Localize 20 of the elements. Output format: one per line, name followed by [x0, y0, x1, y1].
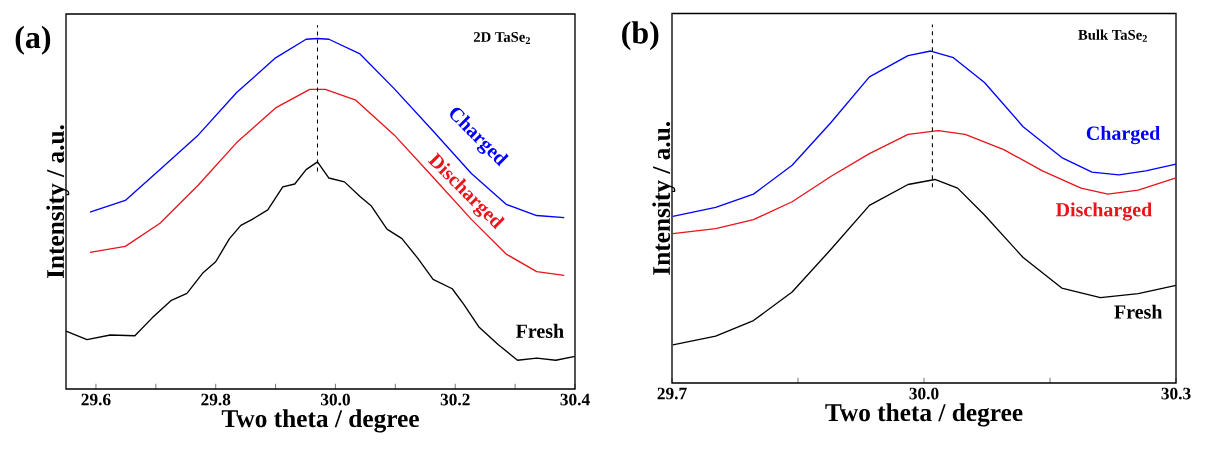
x-axis-title: Two theta / degree: [825, 403, 1023, 427]
annotation: 2D TaSe$_{2}$: [473, 32, 530, 44]
chart-title: (b): [622, 21, 659, 51]
x-tick-label: 29.7: [657, 387, 687, 400]
chart-title: (a): [15, 25, 51, 55]
x-tick-label: 29.6: [81, 393, 111, 406]
text: Bulk TaSe$_{2}$: [1078, 29, 1147, 42]
x-tick-label: 30.3: [1161, 387, 1191, 400]
y-axis-title: Intensity / a.u.: [652, 121, 676, 275]
x-tick-label: 29.8: [201, 393, 231, 406]
x-tick-label: 30.0: [909, 387, 939, 400]
series-label: Discharged: [1055, 202, 1153, 221]
x-tick-label: 30.4: [560, 393, 590, 406]
series-label: Charged: [1086, 125, 1161, 145]
x-tick-label: 30.2: [440, 393, 470, 406]
series-label: Fresh: [515, 323, 564, 338]
x-tick-label: 30.0: [320, 393, 350, 406]
x-axis-title: Two theta / degree: [221, 409, 419, 433]
series-label: Fresh: [1114, 304, 1163, 319]
y-axis-title: Intensity / a.u.: [46, 125, 70, 279]
